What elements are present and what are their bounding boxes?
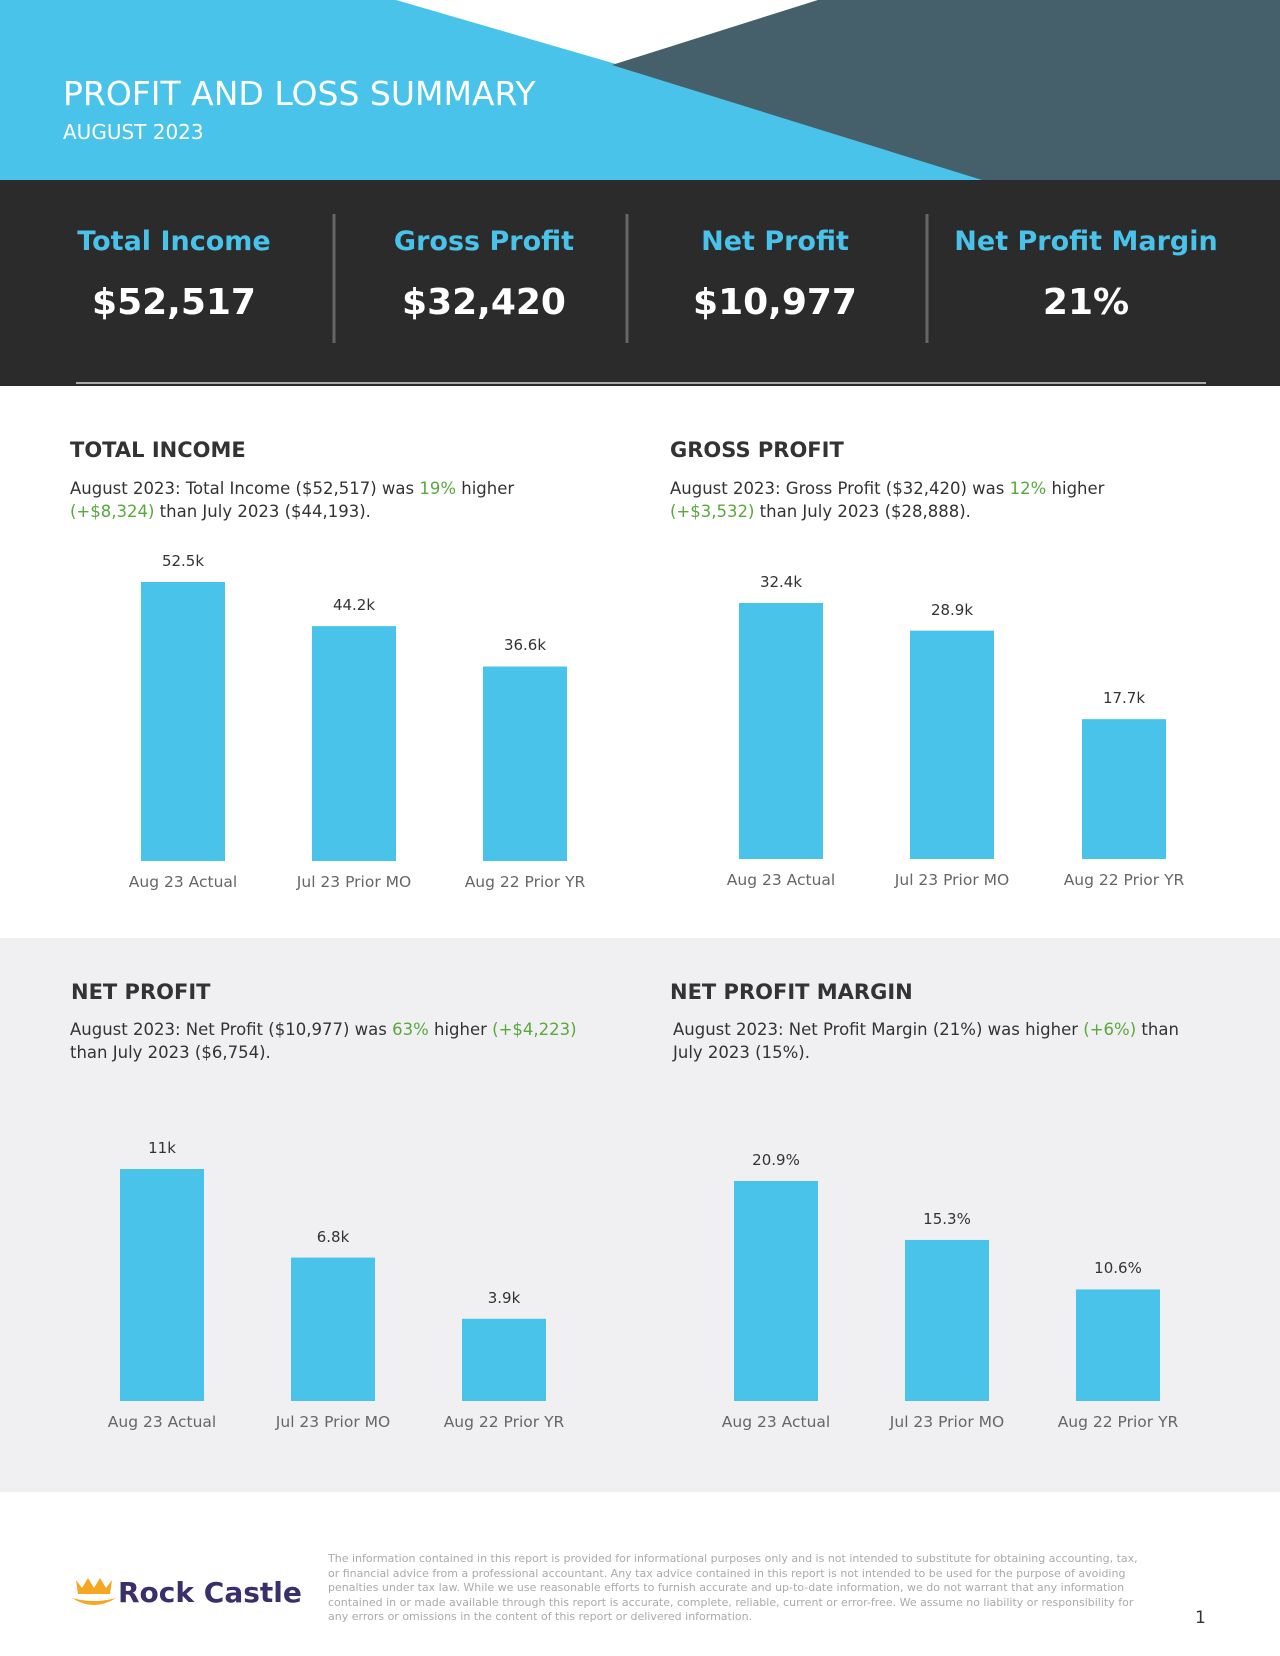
bar — [312, 626, 396, 861]
brand: Rock Castle — [118, 1576, 302, 1609]
subtitle: AUGUST 2023 — [63, 120, 204, 144]
value-label: 44.2k — [332, 596, 376, 615]
description-part: than July 2023 ($44,193). — [154, 502, 371, 521]
description-part: August 2023: Total Income ($52,517) was — [70, 479, 420, 498]
value-label: 6.8k — [316, 1227, 350, 1246]
description-part: 12% — [1009, 479, 1047, 498]
description-part: 63% — [392, 1020, 429, 1039]
bar — [734, 1181, 818, 1401]
description-part: than July 2023 (15%). — [673, 1020, 1179, 1062]
kpi-value: $10,977 — [693, 282, 857, 323]
description-part: August 2023: Net Profit ($10,977) was — [70, 1020, 393, 1039]
description-part: (+$8,324) — [70, 502, 155, 521]
description-part: (+$3,532) — [670, 502, 755, 521]
logo-icon — [72, 1578, 116, 1605]
kpi-band — [0, 180, 1280, 386]
category-label: Aug 22 Prior YR — [443, 1413, 565, 1431]
section-band — [0, 938, 1280, 1492]
kpi-value: 21% — [1042, 282, 1130, 323]
category-label: Jul 23 Prior MO — [296, 873, 412, 891]
category-label: Aug 23 Actual — [107, 1413, 217, 1431]
value-label: 28.9k — [930, 600, 974, 619]
description-part: than July 2023 ($6,754). — [70, 1043, 271, 1062]
description-part: than July 2023 ($28,888). — [754, 502, 971, 521]
value-label: 32.4k — [759, 573, 803, 591]
value-label: 15.3% — [923, 1209, 971, 1228]
value-label: 36.6k — [503, 636, 547, 655]
bar — [120, 1169, 204, 1401]
kpi-value: $32,420 — [402, 282, 566, 323]
kpi-value: $52,517 — [92, 282, 256, 323]
description-part: higher — [428, 1020, 493, 1039]
header-shape — [396, 0, 818, 64]
page-number: 1 — [1195, 1608, 1206, 1628]
category-label: Jul 23 Prior MO — [275, 1413, 391, 1431]
header-shape — [612, 0, 1280, 180]
description-part: August 2023: Gross Profit ($32,420) was — [670, 479, 1010, 498]
value-label: 11k — [148, 1139, 176, 1157]
category-label: Aug 23 Actual — [128, 873, 238, 891]
value-label: 3.9k — [487, 1288, 521, 1307]
value-label: 10.6% — [1094, 1259, 1142, 1278]
bar — [462, 1318, 546, 1401]
bar — [141, 582, 225, 861]
bar — [291, 1257, 375, 1401]
bar — [910, 630, 994, 859]
kpi-label: Net Profit Margin — [954, 226, 1218, 257]
category-label: Jul 23 Prior MO — [889, 1413, 1005, 1431]
description-part: (+$4,223) — [492, 1020, 577, 1039]
bar — [1076, 1289, 1160, 1401]
category-label: Aug 23 Actual — [721, 1413, 831, 1431]
kpi-label: Net Profit — [701, 226, 849, 257]
chart-title: GROSS PROFIT — [670, 438, 844, 462]
kpi-label: Gross Profit — [393, 226, 575, 257]
category-label: Aug 23 Actual — [726, 871, 836, 889]
chart-description: August 2023: Net Profit Margin (21%) was… — [673, 1018, 1193, 1064]
description-part: 19% — [419, 479, 457, 498]
title: PROFIT AND LOSS SUMMARY — [63, 74, 536, 113]
kpi-label: Total Income — [77, 226, 271, 257]
chart-title: NET PROFIT — [71, 980, 211, 1004]
category-label: Aug 22 Prior YR — [1057, 1413, 1179, 1431]
bar — [483, 666, 567, 861]
category-label: Aug 22 Prior YR — [1063, 871, 1185, 889]
description-part: (+6%) — [1083, 1020, 1137, 1039]
category-label: Jul 23 Prior MO — [894, 871, 1010, 889]
bar — [1082, 719, 1166, 859]
chart-description: August 2023: Total Income ($52,517) was … — [70, 477, 590, 523]
description-part: August 2023: Net Profit Margin (21%) was… — [673, 1020, 1084, 1039]
category-label: Aug 22 Prior YR — [464, 873, 586, 891]
chart-description: August 2023: Gross Profit ($32,420) was … — [670, 477, 1190, 523]
description-part: higher — [1046, 479, 1105, 498]
disclaimer: The information contained in this report… — [328, 1552, 1138, 1623]
value-label: 52.5k — [161, 552, 205, 570]
bar — [739, 603, 823, 859]
chart-title: TOTAL INCOME — [70, 438, 246, 462]
chart-description: August 2023: Net Profit ($10,977) was 63… — [70, 1018, 590, 1064]
value-label: 20.9% — [752, 1151, 800, 1169]
chart-title: NET PROFIT MARGIN — [670, 980, 913, 1004]
description-part: higher — [456, 479, 515, 498]
bar — [905, 1239, 989, 1401]
value-label: 17.7k — [1102, 689, 1146, 708]
